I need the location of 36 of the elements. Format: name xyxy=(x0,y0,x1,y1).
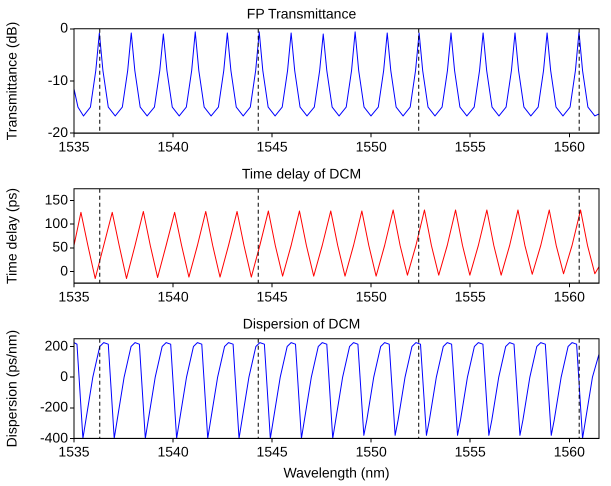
y-tick-label: -200 xyxy=(40,398,68,415)
y-tick-label: -20 xyxy=(48,124,68,140)
x-tick-label: 1545 xyxy=(256,138,288,154)
x-axis-title: Wavelength (nm) xyxy=(283,464,390,480)
chart-title: Dispersion of DCM xyxy=(242,315,360,332)
chart-title: Time delay of DCM xyxy=(242,165,362,182)
x-tick-label: 1540 xyxy=(157,444,189,460)
y-axis-title: Transmittance (dB) xyxy=(3,22,20,140)
x-tick-label: 1545 xyxy=(256,288,288,304)
x-tick-label: 1550 xyxy=(356,288,387,304)
x-tick-label: 1555 xyxy=(454,138,486,154)
y-tick-label: 0 xyxy=(60,262,68,278)
y-tick-label: 200 xyxy=(44,337,68,354)
x-tick-label: 1540 xyxy=(157,138,189,154)
y-tick-label: 100 xyxy=(44,215,68,232)
chart-title: FP Transmittance xyxy=(246,5,356,22)
x-tick-label: 1550 xyxy=(356,138,387,154)
y-axis-title: Dispersion (ps/nm) xyxy=(3,330,20,448)
x-tick-label: 1545 xyxy=(256,444,288,460)
y-tick-label: -400 xyxy=(40,429,68,446)
x-tick-label: 1540 xyxy=(157,288,189,304)
y-tick-label: -10 xyxy=(48,72,68,88)
x-tick-label: 1535 xyxy=(58,444,90,460)
x-tick-label: 1560 xyxy=(554,288,586,304)
y-tick-label: 0 xyxy=(60,368,68,384)
x-tick-label: 1560 xyxy=(554,444,586,460)
y-tick-label: 0 xyxy=(60,20,68,36)
y-tick-label: 50 xyxy=(52,238,68,255)
x-tick-label: 1555 xyxy=(454,444,486,460)
y-tick-label: 150 xyxy=(44,191,68,208)
x-tick-label: 1535 xyxy=(58,138,90,154)
x-tick-label: 1555 xyxy=(454,288,486,304)
y-axis-title: Time delay (ps) xyxy=(3,188,20,284)
x-tick-label: 1550 xyxy=(356,444,387,460)
x-tick-label: 1535 xyxy=(58,288,90,304)
x-tick-label: 1560 xyxy=(554,138,586,154)
